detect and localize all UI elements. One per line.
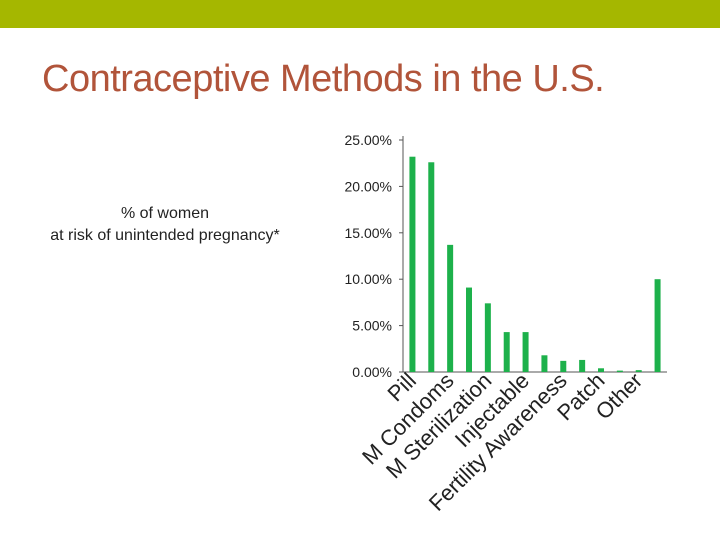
y-tick-label: 0.00% bbox=[352, 364, 392, 380]
y-tick-label: 5.00% bbox=[352, 318, 392, 334]
top-accent-bar bbox=[0, 0, 720, 28]
bar bbox=[635, 370, 642, 372]
bar bbox=[541, 355, 548, 372]
bar bbox=[616, 370, 623, 372]
y-tick-label: 20.00% bbox=[345, 178, 392, 194]
bar bbox=[409, 156, 416, 372]
bar bbox=[503, 332, 510, 372]
bar bbox=[579, 359, 586, 372]
bar bbox=[484, 303, 491, 372]
bar bbox=[560, 360, 567, 372]
slide-title: Contraceptive Methods in the U.S. bbox=[42, 58, 605, 100]
bar bbox=[428, 162, 435, 372]
bar bbox=[654, 279, 661, 372]
bar bbox=[447, 244, 454, 372]
y-tick-label: 10.00% bbox=[345, 271, 392, 287]
y-tick-label: 25.00% bbox=[345, 132, 392, 148]
y-axis-label-line-2: at risk of unintended pregnancy* bbox=[50, 227, 280, 244]
y-tick-label: 15.00% bbox=[345, 225, 392, 241]
bar bbox=[466, 287, 472, 372]
y-axis-label: % of women at risk of unintended pregnan… bbox=[20, 203, 310, 247]
y-axis-label-line-1: % of women bbox=[120, 205, 210, 222]
bar bbox=[598, 368, 604, 372]
bar bbox=[522, 332, 529, 372]
